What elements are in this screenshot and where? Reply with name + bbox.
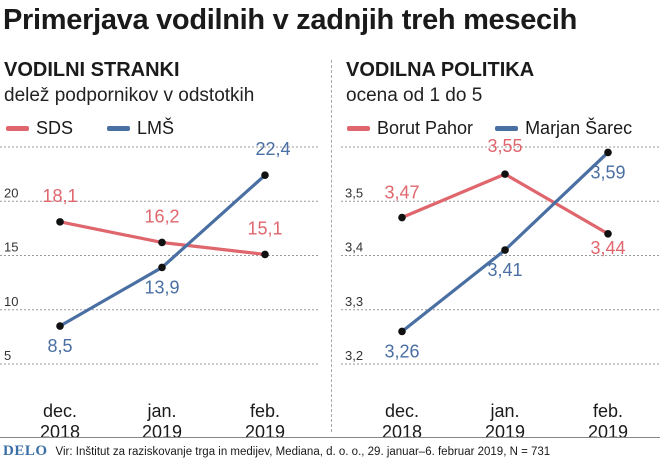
data-label-politicians-1-0: 3,26: [384, 341, 419, 361]
footer: DELO Vir: Inštitut za raziskovanje trga …: [0, 443, 660, 460]
data-point-politicians-0-0: [398, 213, 406, 222]
right-legend: Borut Pahor Marjan Šarec: [347, 118, 660, 139]
legend-swatch-pahor: [347, 126, 370, 131]
xtick-label-parties-0-1: 2018: [40, 422, 80, 440]
ytick-label-parties-2: 15: [4, 240, 18, 255]
ytick-label-parties-1: 10: [4, 294, 18, 309]
data-point-parties-0-1: [158, 238, 166, 247]
data-point-politicians-0-1: [501, 170, 509, 178]
data-point-parties-1-0: [56, 322, 64, 330]
right-panel-title: VODILNA POLITIKA: [346, 59, 535, 81]
footer-divider: [0, 437, 660, 438]
data-label-politicians-0-1: 3,55: [487, 136, 522, 156]
ytick-label-parties-0: 5: [4, 348, 11, 363]
source-note: Vir: Inštitut za raziskovanje trga in me…: [55, 445, 551, 458]
data-label-politicians-0-0: 3,47: [384, 183, 419, 203]
xtick-label-politicians-0-0: dec.: [385, 401, 419, 421]
data-point-politicians-0-2: [604, 230, 612, 238]
xtick-label-parties-1-1: 2019: [142, 422, 182, 440]
ytick-label-politicians-2: 3,4: [345, 240, 363, 255]
ytick-label-politicians-1: 3,3: [345, 294, 363, 309]
series-line-politicians-1: [401, 151, 610, 333]
data-label-parties-1-2: 22,4: [255, 139, 290, 159]
data-point-politicians-1-2: [604, 148, 612, 157]
data-label-politicians-1-1: 3,41: [487, 260, 522, 280]
left-panel-title: VODILNI STRANKI: [4, 59, 180, 81]
legend-item-sarec: Marjan Šarec: [495, 118, 632, 139]
legend-item-pahor: Borut Pahor: [347, 118, 473, 139]
xtick-label-parties-0-0: dec.: [43, 401, 77, 421]
legend-label-lms: LMŠ: [137, 118, 175, 138]
legend-swatch-lms: [107, 126, 131, 131]
legend-label-sds: SDS: [36, 118, 74, 138]
data-point-politicians-1-1: [501, 246, 509, 254]
legend-swatch-sds: [6, 126, 29, 131]
data-label-parties-1-1: 13,9: [144, 277, 179, 297]
ytick-label-parties-3: 20: [4, 185, 18, 200]
legend-item-sds: SDS: [6, 118, 73, 139]
page-title: Primerjava vodilnih v zadnjih treh mesec…: [3, 4, 578, 36]
xtick-label-parties-1-0: jan.: [146, 401, 176, 421]
ytick-label-politicians-3: 3,5: [345, 185, 363, 200]
data-label-politicians-0-2: 3,44: [590, 238, 625, 258]
panel-divider: [331, 60, 332, 432]
xtick-label-parties-2-0: feb.: [250, 401, 280, 421]
data-label-parties-0-1: 16,2: [144, 206, 179, 226]
delo-logo: DELO: [3, 443, 48, 459]
data-point-parties-1-1: [158, 263, 166, 272]
legend-label-pahor: Borut Pahor: [377, 118, 474, 138]
data-point-parties-0-2: [261, 250, 269, 259]
charts-canvas: 5101520dec.2018jan.2019feb.201918,116,21…: [0, 136, 660, 440]
xtick-label-politicians-1-0: jan.: [489, 401, 519, 421]
right-panel-subtitle: ocena od 1 do 5: [346, 85, 483, 106]
left-legend: SDS LMŠ: [6, 118, 208, 139]
legend-label-sarec: Marjan Šarec: [525, 118, 633, 138]
left-panel-subtitle: delež podpornikov v odstotkih: [4, 85, 255, 106]
data-label-parties-0-0: 18,1: [42, 186, 77, 206]
xtick-label-politicians-0-1: 2018: [382, 422, 422, 440]
xtick-label-politicians-2-1: 2019: [588, 422, 628, 440]
xtick-label-politicians-2-0: feb.: [593, 401, 623, 421]
legend-item-lms: LMŠ: [107, 118, 174, 139]
data-point-parties-1-2: [261, 171, 269, 180]
legend-swatch-sarec: [495, 126, 519, 131]
data-point-parties-0-0: [56, 218, 64, 226]
xtick-label-parties-2-1: 2019: [245, 422, 285, 440]
data-label-parties-1-0: 8,5: [47, 336, 72, 356]
ytick-label-politicians-0: 3,2: [345, 348, 363, 363]
data-label-politicians-1-2: 3,59: [590, 162, 625, 182]
data-label-parties-0-2: 15,1: [247, 218, 282, 238]
series-line-parties-0: [59, 220, 266, 257]
xtick-label-politicians-1-1: 2019: [485, 422, 525, 440]
data-point-politicians-1-0: [398, 327, 406, 336]
